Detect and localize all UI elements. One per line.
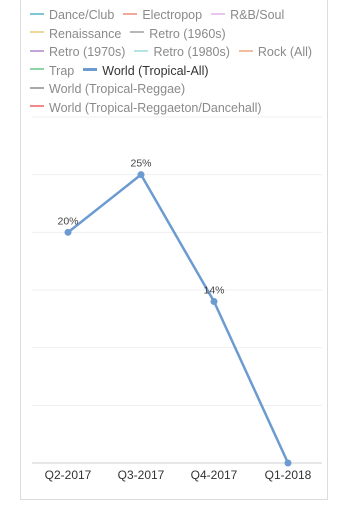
legend-item[interactable]: Dance/Club	[30, 6, 114, 25]
data-point	[210, 298, 218, 306]
x-tick-label: Q2-2017	[45, 468, 92, 482]
x-tick-label: Q1-2018	[265, 468, 312, 482]
legend-item-label: Rock (All)	[257, 45, 313, 59]
legend-item[interactable]: Retro (1970s)	[30, 43, 125, 62]
legend-swatch-icon	[30, 12, 44, 15]
legend-item-label: Electropop	[142, 8, 203, 22]
legend-item[interactable]: Retro (1980s)	[134, 43, 230, 62]
legend-item[interactable]: R&B/Soul	[211, 6, 284, 25]
legend-item-label: World (Tropical-Reggae)	[49, 82, 186, 96]
data-label: 25%	[130, 158, 151, 170]
legend-item-label: World (Tropical-All)	[102, 63, 209, 78]
legend-item-label: Trap	[49, 63, 75, 78]
legend-swatch-icon	[30, 31, 44, 34]
legend-item[interactable]: Rock (All)	[238, 43, 313, 62]
series-line	[67, 173, 290, 464]
legend-swatch-icon	[83, 67, 98, 71]
legend-item[interactable]: Renaissance	[30, 25, 121, 44]
data-point	[64, 228, 72, 236]
legend-item-label: R&B/Soul	[230, 8, 285, 22]
legend-swatch-icon	[130, 31, 145, 34]
data-point	[284, 459, 292, 467]
legend-swatch-icon	[123, 12, 138, 15]
legend-swatch-icon	[30, 105, 44, 108]
legend-item[interactable]: World (Tropical-All)	[83, 62, 209, 81]
legend-row: Trap World (Tropical-All)	[30, 62, 330, 81]
legend-row: Dance/Club Electropop R&B/Soul	[30, 6, 330, 25]
chart-legend: Dance/Club Electropop R&B/Soul Renaissance R…	[30, 6, 330, 117]
legend-swatch-icon	[211, 12, 226, 15]
legend-item-label: Retro (1960s)	[149, 26, 226, 41]
x-tick-label: Q4-2017	[191, 468, 238, 482]
legend-row: World (Tropical-Reggae)	[30, 80, 330, 99]
legend-item-label: Retro (1970s)	[49, 45, 126, 59]
data-point	[137, 171, 145, 179]
legend-swatch-icon	[238, 49, 253, 52]
legend-item[interactable]: Electropop	[123, 6, 202, 25]
legend-swatch-icon	[30, 68, 44, 71]
data-label: 14%	[203, 285, 224, 297]
legend-item-label: Retro (1980s)	[153, 45, 230, 59]
legend-item[interactable]: Retro (1960s)	[130, 25, 226, 44]
legend-item-label: Dance/Club	[49, 8, 115, 22]
legend-row: World (Tropical-Reggaeton/Dancehall)	[30, 99, 330, 118]
chart-frame	[20, 0, 328, 500]
legend-swatch-icon	[30, 86, 44, 89]
data-label: 20%	[57, 215, 78, 227]
x-tick-label: Q3-2017	[118, 468, 165, 482]
legend-item[interactable]: World (Tropical-Reggae)	[30, 80, 185, 99]
legend-item-label: World (Tropical-Reggaeton/Dancehall)	[49, 100, 262, 115]
legend-item-label: Renaissance	[49, 26, 122, 41]
legend-swatch-icon	[30, 49, 44, 52]
legend-row: Renaissance Retro (1960s)	[30, 25, 330, 44]
legend-item[interactable]: World (Tropical-Reggaeton/Dancehall)	[30, 99, 262, 118]
legend-row: Retro (1970s) Retro (1980s) Rock (All)	[30, 43, 330, 62]
legend-swatch-icon	[134, 49, 149, 52]
legend-item[interactable]: Trap	[30, 62, 74, 81]
